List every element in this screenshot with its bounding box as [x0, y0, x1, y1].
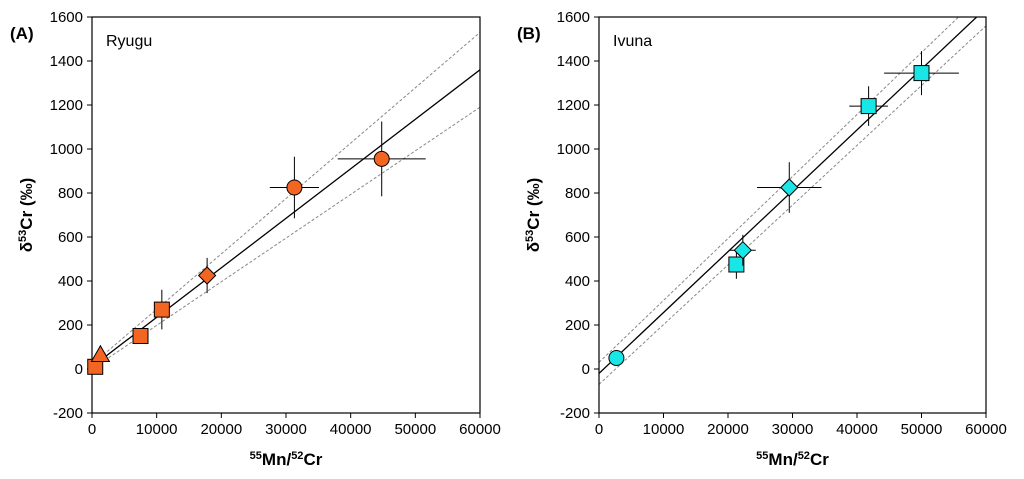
y-tick-label: 1200: [50, 97, 83, 114]
x-label-sup-mass: 55: [756, 450, 768, 462]
panel-label: (A): [10, 24, 34, 43]
x-tick-label: 10000: [643, 421, 685, 438]
circle-marker: [373, 150, 390, 167]
y-tick-label: 1000: [50, 141, 83, 158]
square-marker: [728, 256, 745, 273]
y-label-delta: δ: [17, 242, 36, 252]
x-label-sup-mass-2: 52: [291, 450, 303, 462]
data-point: [729, 234, 756, 266]
upper-band-line: [92, 32, 480, 365]
y-tick-label: 400: [58, 273, 83, 290]
x-tick-label: 0: [88, 421, 96, 438]
upper-band-line: [599, 17, 960, 363]
x-axis-label: 55Mn/52Cr: [756, 450, 829, 469]
lower-band-line: [92, 106, 480, 370]
y-tick-label: 800: [58, 185, 83, 202]
x-tick-label: 0: [595, 421, 603, 438]
x-label-text: Mn/: [262, 450, 292, 469]
x-tick-label: 60000: [965, 421, 1007, 438]
regression-line: [92, 69, 480, 368]
data-point: [269, 156, 319, 219]
chart-panel-1: 0 10000 20000 30000 40000 50000 60000 -200 0 200 4…: [10, 9, 501, 469]
x-label-sup-mass-2: 52: [798, 450, 810, 462]
circle-marker: [286, 179, 303, 196]
x-label-text-2: Cr: [810, 450, 829, 469]
data-point: [728, 250, 745, 279]
lower-band-line: [599, 25, 986, 385]
y-tick-label: 1400: [557, 53, 590, 70]
x-tick-label: 20000: [707, 421, 749, 438]
y-tick-label: 200: [58, 317, 83, 334]
square-marker: [132, 328, 149, 344]
y-tick-label: 1200: [557, 97, 590, 114]
y-tick-label: 600: [565, 229, 590, 246]
square-marker: [860, 98, 877, 115]
x-label-text-2: Cr: [303, 450, 322, 469]
triangle-marker: [90, 344, 111, 362]
y-axis-label: δ53Cr (‰): [524, 178, 543, 253]
data-point: [757, 162, 822, 213]
y-tick-label: -200: [53, 405, 83, 422]
y-label-text: Cr (‰): [17, 178, 36, 230]
x-tick-label: 40000: [836, 421, 878, 438]
diamond-marker: [780, 178, 799, 197]
y-label-sup: 53: [17, 230, 29, 242]
diamond-marker: [197, 266, 217, 285]
panel-title: Ryugu: [106, 33, 152, 50]
x-tick-label: 20000: [200, 421, 242, 438]
y-label-text: Cr (‰): [524, 178, 543, 230]
x-tick-label: 10000: [136, 421, 178, 438]
plot-frame: [91, 16, 481, 414]
y-tick-label: 400: [565, 273, 590, 290]
y-tick-label: 1600: [50, 9, 83, 26]
y-label-delta: δ: [524, 242, 543, 252]
y-tick-label: 600: [58, 229, 83, 246]
panel-title: Ivuna: [613, 33, 652, 50]
x-tick-label: 30000: [772, 421, 814, 438]
x-tick-label: 60000: [459, 421, 501, 438]
circle-marker: [608, 350, 625, 366]
y-tick-label: -200: [560, 405, 590, 422]
x-axis-label: 55Mn/52Cr: [250, 450, 323, 469]
y-tick-label: 0: [582, 361, 590, 378]
data-point: [337, 121, 426, 197]
data-point: [849, 86, 888, 126]
y-tick-label: 1400: [50, 53, 83, 70]
data-point: [153, 289, 170, 330]
x-tick-label: 30000: [265, 421, 307, 438]
square-marker: [913, 65, 930, 82]
data-point: [608, 350, 625, 366]
y-tick-label: 200: [565, 317, 590, 334]
x-tick-label: 40000: [330, 421, 372, 438]
y-tick-label: 1600: [557, 9, 590, 26]
y-tick-label: 1000: [557, 141, 590, 158]
y-axis-label: δ53Cr (‰): [17, 178, 36, 253]
x-label-sup-mass: 55: [250, 450, 262, 462]
data-point: [132, 328, 149, 344]
x-tick-label: 50000: [394, 421, 436, 438]
x-label-text: Mn/: [768, 450, 798, 469]
data-point: [197, 257, 217, 294]
y-tick-label: 0: [75, 361, 83, 378]
panel-label: (B): [517, 24, 541, 43]
diamond-marker: [733, 240, 753, 260]
y-label-sup: 53: [524, 230, 536, 242]
square-marker: [153, 301, 170, 318]
data-point: [90, 344, 111, 362]
data-point: [884, 51, 959, 96]
y-tick-label: 800: [565, 185, 590, 202]
chart-panel-2: 0 10000 20000 30000 40000 50000 60000 -200 0 200 4…: [517, 9, 1007, 469]
x-tick-label: 50000: [901, 421, 943, 438]
